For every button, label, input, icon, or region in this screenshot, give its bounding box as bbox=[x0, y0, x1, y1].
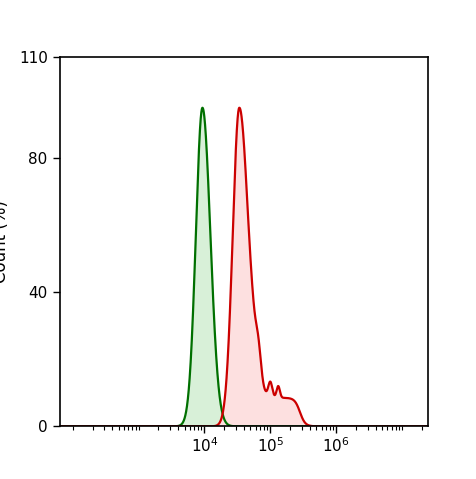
Y-axis label: Count (%): Count (%) bbox=[0, 200, 10, 284]
